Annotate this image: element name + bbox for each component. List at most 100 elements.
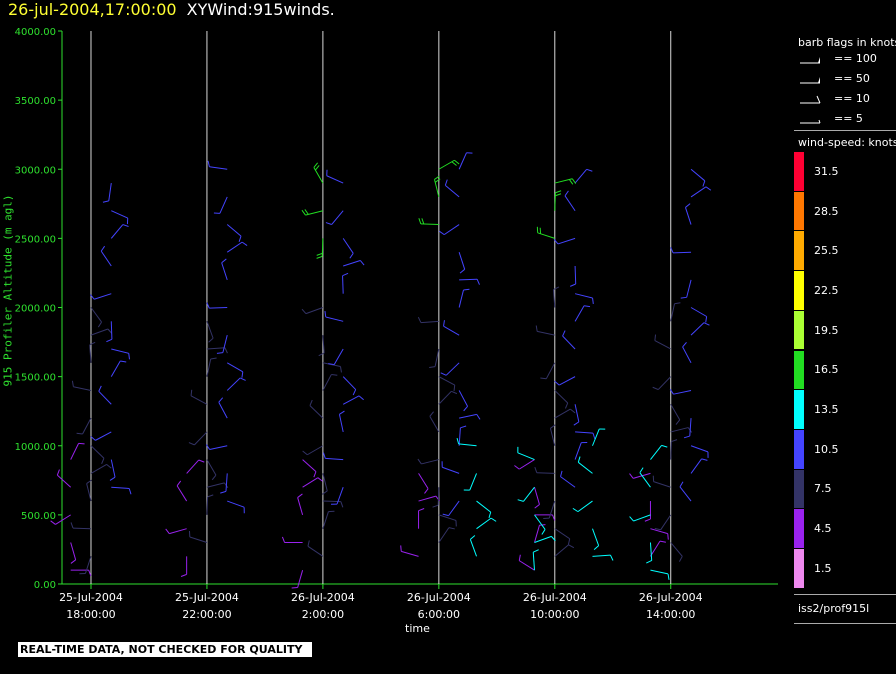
wind-barb-flag [218, 397, 224, 403]
y-tick-label: 2500.00 [15, 234, 56, 245]
wind-barb-flag [669, 388, 674, 395]
wind-barb-shaft [537, 330, 555, 336]
wind-barb-flag [71, 380, 74, 387]
wind-barb-shaft [438, 527, 450, 543]
wind-barb-shaft [90, 463, 107, 474]
wind-barb-flag [444, 179, 448, 186]
wind-barb-shaft [322, 374, 332, 391]
wind-barb-flag [463, 288, 470, 291]
wind-barb-shaft [333, 348, 344, 365]
color-scale-label: 7.5 [814, 482, 832, 496]
wind-barb-shaft [649, 542, 653, 561]
wind-barb-shaft [670, 404, 681, 421]
wind-barb-shaft [469, 473, 477, 491]
color-scale-label: 16.5 [814, 363, 839, 377]
wind-barb-shaft [476, 500, 492, 513]
wind-barb-shaft [442, 466, 460, 474]
color-scale-swatch [794, 271, 804, 310]
wind-barb-flag [70, 522, 74, 529]
wind-barb-shaft [443, 325, 460, 336]
wind-barb-flag [109, 476, 116, 481]
wind-barb-shaft [670, 441, 672, 460]
wind-barb-shaft [653, 481, 671, 488]
wind-barb-flag [534, 504, 540, 509]
wind-barb-shaft [322, 473, 328, 491]
wind-barb-shaft [209, 445, 228, 450]
wind-barb-flag [454, 159, 460, 165]
wind-barb-shaft [84, 556, 92, 574]
wind-barb-shaft [553, 289, 556, 308]
y-tick-label: 3500.00 [15, 96, 56, 107]
wind-barb-flag [518, 554, 521, 561]
wind-barb-shaft [110, 360, 121, 377]
barb-flag-icon [800, 57, 820, 64]
wind-barb-flag [220, 490, 227, 494]
wind-barb-flag [654, 334, 657, 341]
wind-barb-flag [572, 507, 579, 513]
wind-barb-flag [573, 421, 580, 426]
wind-barb-flag [309, 399, 313, 406]
wind-barb-shaft [690, 445, 709, 453]
wind-barb-flag [560, 470, 563, 477]
wind-barb-shaft [673, 389, 692, 395]
wind-barb-flag [470, 535, 476, 540]
wind-barb-flag [682, 342, 687, 348]
wind-barb-shaft [574, 168, 588, 184]
wind-barb-flag [553, 286, 560, 290]
color-scale-label: 1.5 [814, 561, 832, 575]
wind-barb-flag [577, 456, 581, 463]
wind-barb-flag [239, 377, 246, 381]
wind-barb-shaft [679, 486, 692, 502]
wind-barb-flag [534, 466, 538, 473]
wind-barb-flag [176, 480, 182, 487]
wind-barb-flag [463, 406, 468, 412]
wind-barb-shaft [305, 307, 324, 315]
wind-barb-shaft [218, 401, 228, 419]
wind-barb-shaft [206, 347, 225, 350]
wind-barb-flag [440, 372, 447, 376]
wind-barb-flag [221, 258, 227, 264]
wind-barb-flag [317, 477, 323, 482]
wind-barb-shaft [89, 344, 92, 363]
wind-barb-shaft [445, 184, 460, 198]
wind-barb-flag [316, 255, 323, 259]
wind-barb-flag [514, 465, 520, 470]
wind-barb-shaft [297, 497, 304, 516]
wind-barb-flag [304, 209, 309, 215]
wind-barb-flag [210, 357, 217, 360]
color-scale-swatch [794, 310, 804, 350]
wind-barb-shaft [438, 390, 452, 405]
wind-barb-flag [586, 168, 593, 172]
barb-legend-label: == 100 [834, 52, 877, 65]
wind-barb-flag [224, 347, 228, 354]
wind-barb-shaft [338, 414, 344, 433]
wind-barb-flag [448, 527, 455, 530]
wind-barb-shaft [206, 459, 217, 476]
wind-barb-shaft [90, 307, 102, 323]
wind-barb-shaft [420, 223, 439, 226]
wind-barb-shaft [592, 554, 611, 557]
wind-barb-shaft [686, 279, 692, 298]
wind-barb-shaft [429, 416, 440, 433]
wind-barb-shaft [111, 348, 129, 354]
wind-barb-shaft [226, 241, 243, 253]
wind-barb-flag [629, 516, 634, 522]
wind-barb-flag [100, 245, 106, 252]
wind-barb-flag [424, 488, 429, 494]
wind-barb-flag [476, 279, 480, 285]
wind-barb-flag [328, 363, 335, 366]
wind-barb-flag [205, 444, 211, 450]
wind-barb-flag [122, 224, 129, 227]
wind-barb-flag [281, 536, 286, 543]
wind-barb-flag [567, 538, 571, 545]
wind-barb-shaft [554, 528, 570, 540]
wind-barb-shaft [574, 266, 577, 285]
wind-barb-flag [190, 389, 193, 396]
wind-barb-flag [517, 499, 524, 502]
wind-barb-flag [349, 253, 354, 259]
wind-barb-flag [340, 366, 342, 373]
wind-barb-shaft [690, 322, 705, 336]
wind-barb-shaft [95, 431, 112, 441]
wind-barb-flag [562, 330, 566, 337]
wind-barb-flag [188, 442, 195, 446]
